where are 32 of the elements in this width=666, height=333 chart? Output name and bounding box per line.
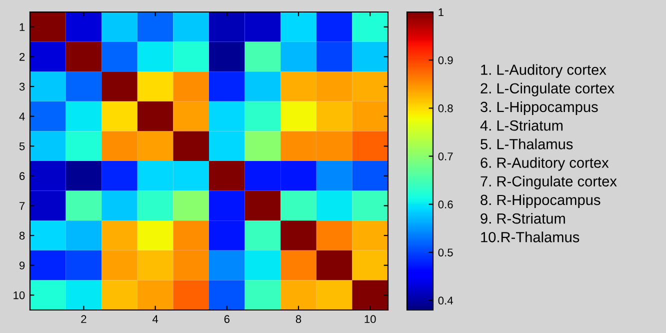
x-tick-label: 4 (152, 315, 158, 323)
color-bar-label: 0.7 (438, 152, 453, 160)
text: 9. R-Striatum (480, 213, 565, 224)
x-tick-label: 6 (224, 315, 230, 324)
y-tick-label: 10 (14, 291, 25, 300)
text: 8. R-Hippocampus (480, 194, 600, 208)
color-bar-label: 0.8 (438, 104, 453, 112)
y-tick-label: 1 (20, 23, 25, 31)
text: 4. L-Striatum (480, 120, 563, 131)
y-tick-label: 5 (19, 142, 25, 150)
color-bar-label: 1 (438, 8, 444, 16)
text: 1. L-Auditory cortex (481, 64, 606, 78)
y-tick-label: 2 (20, 52, 25, 61)
text: 6. R-Auditory cortex (480, 157, 609, 171)
y-tick-label: 9 (19, 262, 25, 270)
text: 5. L-Thalamus (480, 138, 573, 150)
x-tick-label: 8 (296, 315, 302, 324)
color-bar-label: 0.9 (438, 56, 453, 64)
x-tick-label: 10 (364, 315, 376, 324)
color-bar-label: 0.4 (438, 296, 453, 305)
color-bar-label: 0.6 (438, 200, 453, 208)
text: 10.R-Thalamus (481, 232, 580, 242)
text: 3. L-Hippocampus (480, 101, 598, 115)
y-tick-label: 6 (20, 172, 25, 180)
y-tick-label: 8 (19, 232, 25, 240)
y-tick-label: 3 (19, 82, 25, 91)
x-tick-label: 2 (81, 315, 86, 323)
color-bar-label: 0.5 (438, 248, 453, 256)
text: 2. L-Cingulate cortex (480, 82, 614, 96)
y-tick-label: 4 (19, 112, 25, 120)
text: 7. R-Cingulate cortex (480, 176, 617, 190)
y-tick-label: 7 (20, 202, 25, 210)
